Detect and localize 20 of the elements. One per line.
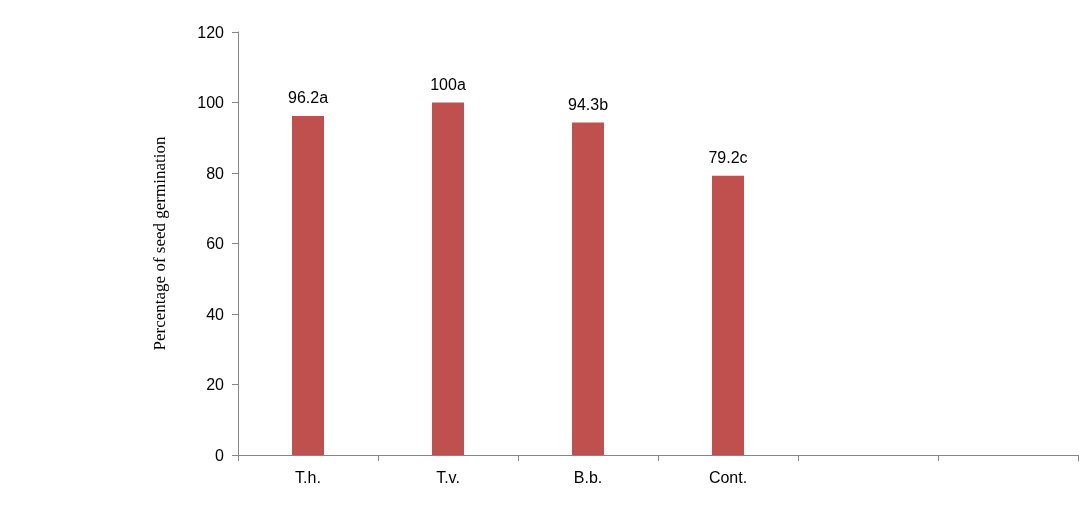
y-tick-label: 40	[206, 305, 225, 323]
y-tick-label: 100	[197, 94, 225, 111]
x-tick-label: Cont.	[708, 468, 748, 486]
x-tick-label: B.b.	[573, 468, 603, 486]
data-label: 94.3b	[567, 96, 609, 114]
bar	[292, 115, 324, 455]
bar	[712, 175, 744, 455]
y-tick-label: 120	[197, 23, 225, 41]
y-tick-label: 0	[215, 446, 225, 464]
bar	[432, 102, 464, 455]
y-tick-label: 20	[206, 376, 225, 393]
data-label: 79.2c	[708, 149, 748, 167]
y-axis-title: Percentage of seed germination	[150, 136, 169, 351]
x-tick-label: T.h.	[295, 468, 321, 486]
bar	[572, 122, 604, 455]
y-tick-label: 80	[206, 164, 225, 182]
y-tick-label: 60	[206, 235, 225, 252]
data-label: 100a	[430, 76, 466, 93]
x-tick-label: T.v.	[436, 468, 460, 486]
data-label: 96.2a	[287, 89, 329, 107]
